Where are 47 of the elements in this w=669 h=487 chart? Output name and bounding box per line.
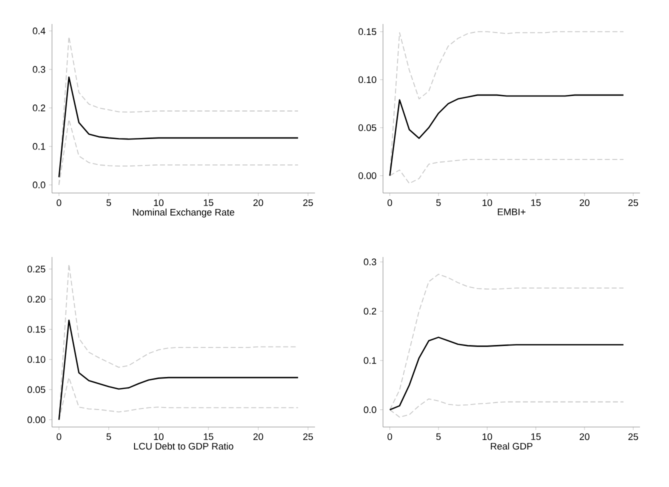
x-tick-label: 0 — [56, 433, 62, 440]
x-tick-label: 0 — [388, 433, 392, 440]
y-tick-label: 0.00 — [358, 172, 376, 180]
y-tick-label: 0.3 — [364, 258, 376, 266]
y-tick-label: 0.10 — [28, 356, 46, 363]
x-tick-label: 25 — [628, 199, 638, 206]
y-tick-label: 0.25 — [28, 266, 46, 272]
x-tick-label: 10 — [154, 433, 164, 440]
x-tick-label: 5 — [436, 433, 441, 440]
y-tick-label: 0.15 — [28, 326, 46, 333]
y-tick-label: 0.15 — [358, 28, 376, 36]
x-tick-label: 15 — [204, 433, 214, 440]
y-tick-label: 0.0 — [364, 406, 376, 414]
x-axis-title: EMBI+ — [498, 208, 526, 216]
y-tick-label: 0.20 — [28, 296, 46, 303]
x-tick-label: 20 — [253, 199, 264, 206]
x-axis-title: LCU Debt to GDP Ratio — [134, 442, 234, 450]
x-tick-label: 0 — [388, 199, 392, 206]
x-tick-label: 25 — [303, 433, 313, 440]
y-tick-label: 0.4 — [32, 28, 46, 34]
x-tick-label: 0 — [56, 199, 62, 206]
x-tick-label: 20 — [253, 433, 264, 440]
x-tick-label: 5 — [436, 199, 441, 206]
x-axis-title: Nominal Exchange Rate — [133, 208, 234, 218]
x-axis-title: Real GDP — [490, 442, 532, 450]
y-tick-label: 0.2 — [364, 308, 376, 315]
x-tick-label: 15 — [531, 199, 541, 206]
y-tick-label: 0.1 — [32, 143, 46, 150]
x-tick-label: 10 — [154, 199, 164, 206]
x-tick-label: 5 — [106, 199, 112, 206]
x-tick-label: 10 — [482, 433, 492, 440]
y-tick-label: 0.2 — [32, 104, 46, 112]
x-tick-label: 15 — [204, 199, 214, 206]
x-tick-label: 25 — [303, 199, 313, 206]
y-tick-label: 0.00 — [28, 416, 46, 424]
y-tick-label: 0.05 — [28, 386, 46, 393]
x-tick-label: 20 — [580, 433, 590, 440]
y-tick-label: 0.1 — [364, 357, 376, 364]
x-tick-label: 5 — [106, 433, 112, 440]
y-tick-label: 0.0 — [32, 182, 46, 188]
x-tick-label: 25 — [628, 433, 638, 440]
x-tick-label: 15 — [531, 433, 541, 440]
x-tick-label: 20 — [580, 199, 590, 206]
y-tick-label: 0.10 — [358, 76, 376, 84]
y-tick-label: 0.05 — [358, 124, 376, 132]
x-tick-label: 10 — [482, 199, 492, 206]
y-tick-label: 0.3 — [32, 66, 46, 73]
